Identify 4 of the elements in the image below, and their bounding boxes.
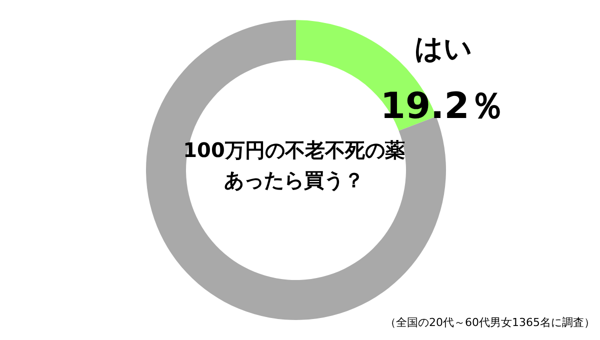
text: 100万円の不老不死の薬	[183, 138, 405, 162]
slice-label: はい	[414, 32, 472, 65]
text: あったら買う？	[224, 168, 364, 192]
text: （全国の20代～60代男女1365名に調査）	[385, 316, 595, 329]
